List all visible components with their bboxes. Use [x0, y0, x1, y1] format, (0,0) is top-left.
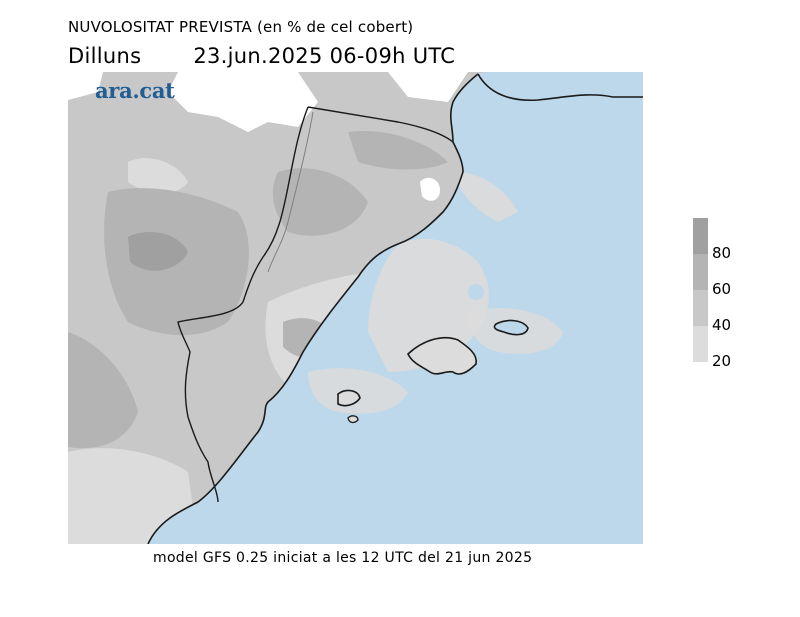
island-formentera	[347, 415, 359, 424]
legend-label-40: 40	[712, 316, 732, 334]
island-ibiza	[337, 389, 361, 407]
legend-label-80: 80	[712, 244, 732, 262]
dark-cloud-zone-pyrenees	[348, 131, 448, 170]
clear-patch-north	[168, 72, 318, 132]
forecast-day: Dilluns	[68, 44, 142, 68]
legend-swatch-60	[693, 254, 708, 290]
ara-cat-logo: ara.cat	[95, 78, 175, 103]
legend-swatch-40	[693, 290, 708, 326]
forecast-datetime: 23.jun.2025 06-09h UTC	[193, 44, 456, 68]
cloud-around-ibiza	[308, 368, 408, 414]
border-catalonia-aragon	[242, 106, 309, 303]
legend-swatch-80	[693, 218, 708, 254]
border-inner	[267, 111, 314, 273]
border-valencia	[177, 301, 244, 503]
light-cloud-spot	[128, 158, 188, 194]
island-menorca	[493, 319, 529, 336]
forecast-date: Dilluns 23.jun.2025 06-09h UTC	[68, 44, 455, 68]
sea-gap	[468, 284, 484, 300]
cloud-cover-map	[68, 72, 643, 544]
island-mallorca	[407, 336, 478, 375]
legend-swatch-20	[693, 326, 708, 362]
border-pyrenees	[307, 106, 454, 143]
model-info: model GFS 0.25 iniciat a les 12 UTC del …	[153, 550, 533, 566]
cloud-over-sea	[368, 238, 489, 372]
coastline-france	[477, 73, 643, 102]
clear-patch-emporda	[420, 177, 440, 201]
cloud-over-sea-north	[458, 172, 518, 222]
dark-cloud-zone-west	[68, 332, 138, 449]
map-title: NUVOLOSITAT PREVISTA (en % de cel cobert…	[68, 18, 414, 36]
legend-label-60: 60	[712, 280, 732, 298]
very-dark-cloud-core	[128, 232, 188, 271]
clear-patch-nw	[68, 72, 103, 100]
clear-patch-ne	[388, 72, 468, 102]
light-cloud-zone-sw	[68, 448, 198, 544]
legend-colorbar	[693, 218, 708, 362]
legend-label-20: 20	[712, 352, 732, 370]
